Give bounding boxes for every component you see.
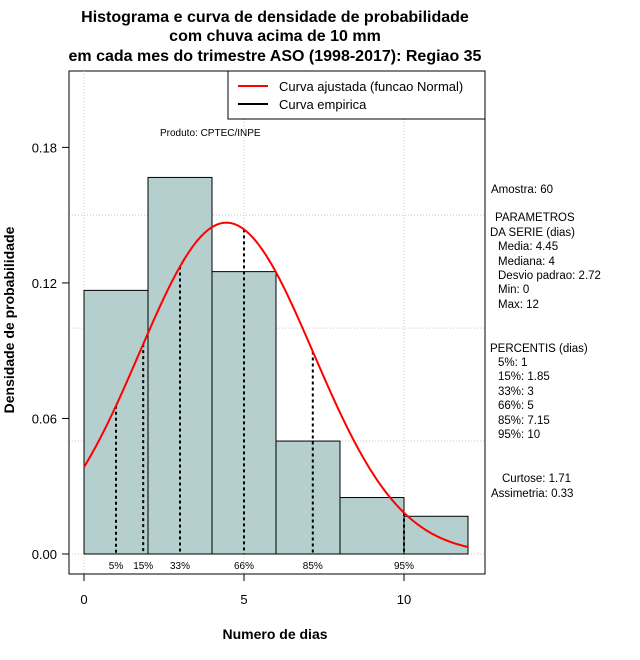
stat-min: Min: 0 [498, 284, 529, 296]
histogram-bar-4 [339, 497, 405, 555]
stat-percentil-85: 85%: 7.15 [498, 415, 550, 427]
stat-parametros-title-2: DA SERIE (dias) [490, 227, 575, 239]
percentile-label-1: 15% [133, 561, 153, 572]
normal-curve [83, 221, 469, 548]
y-tick-label-0: 0.00 [32, 547, 57, 562]
stat-media: Media: 4.45 [498, 241, 558, 253]
stat-mediana: Mediana: 4 [498, 256, 556, 268]
y-tick-label-3: 0.18 [32, 140, 57, 155]
percentile-labels: 5% 15% 33% 66% 85% 95% [109, 561, 414, 572]
stats-panel: Amostra: 60 PARAMETROS DA SERIE (dias) M… [490, 184, 601, 500]
chart-title-line-1: Histograma e curva de densidade de proba… [81, 9, 469, 26]
chart-title-line-2: com chuva acima de 10 mm [169, 28, 381, 45]
stat-percentis-title: PERCENTIS (dias) [490, 343, 588, 355]
stat-curtose: Curtose: 1.71 [502, 473, 571, 485]
y-axis-label: Densidade de probabilidade [1, 226, 17, 413]
stat-amostra: Amostra: 60 [491, 184, 553, 196]
x-axis-label: Numero de dias [222, 626, 327, 642]
stat-assimetria: Assimetria: 0.33 [491, 488, 573, 500]
stat-desvio: Desvio padrao: 2.72 [498, 270, 601, 282]
stat-percentil-5: 5%: 1 [498, 357, 527, 369]
x-tick-label-1: 5 [240, 592, 247, 607]
legend-normal-label: Curva ajustada (funcao Normal) [279, 79, 463, 94]
percentile-label-2: 33% [170, 561, 190, 572]
stat-percentil-95: 95%: 10 [498, 429, 540, 441]
stat-parametros-title-1: PARAMETROS [495, 212, 575, 224]
percentile-label-4: 85% [303, 561, 323, 572]
stat-percentil-33: 33%: 3 [498, 386, 534, 398]
x-tick-label-0: 0 [80, 592, 87, 607]
y-tick-label-2: 0.12 [32, 276, 57, 291]
legend: Curva ajustada (funcao Normal) Curva emp… [227, 70, 486, 120]
stat-percentil-66: 66%: 5 [498, 400, 534, 412]
x-tick-label-2: 10 [397, 592, 411, 607]
legend-empirical-label: Curva empirica [279, 97, 367, 112]
y-tick-label-1: 0.06 [32, 411, 57, 426]
normal-curve-group [83, 221, 469, 548]
histogram-bar-3 [275, 440, 341, 555]
percentile-lines [115, 229, 405, 554]
stat-max: Max: 12 [498, 299, 539, 311]
percentile-label-3: 66% [234, 561, 254, 572]
percentile-label-5: 95% [394, 561, 414, 572]
percentile-label-0: 5% [109, 561, 124, 572]
product-label: Produto: CPTEC/INPE [160, 128, 261, 139]
x-axis: 0 5 10 [80, 573, 411, 607]
histogram-bars [83, 176, 469, 555]
chart-title-line-3: em cada mes do trimestre ASO (1998-2017)… [69, 48, 482, 65]
y-axis: 0.00 0.06 0.12 0.18 [32, 140, 70, 562]
stat-percentil-15: 15%: 1.85 [498, 371, 550, 383]
